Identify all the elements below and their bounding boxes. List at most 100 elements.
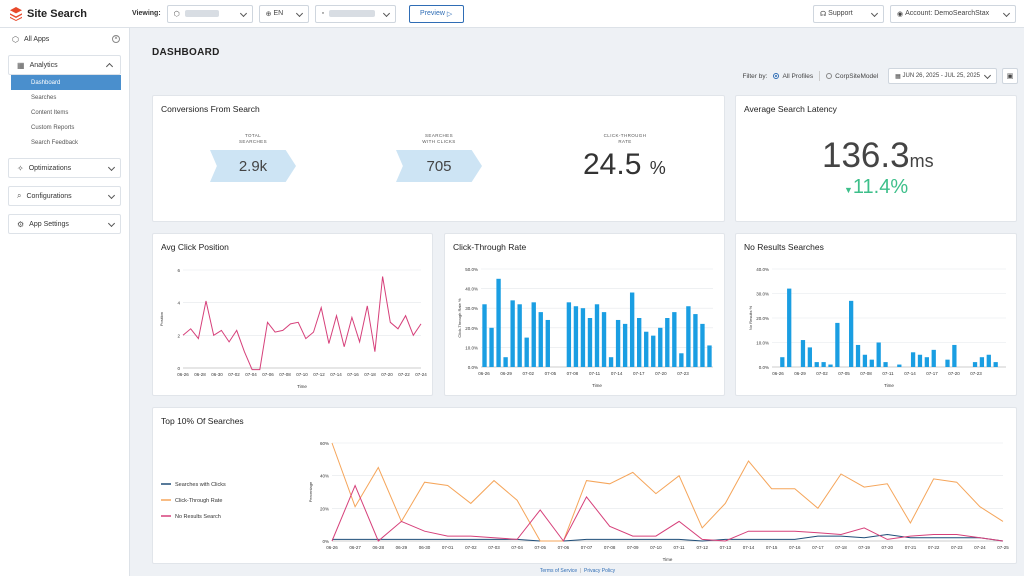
- preview-button[interactable]: Preview ▷: [408, 4, 464, 23]
- privacy-link[interactable]: Privacy Policy: [583, 568, 616, 574]
- sidebar-item-content-items[interactable]: Content Items: [31, 109, 69, 116]
- sidebar-item-search-feedback[interactable]: Search Feedback: [31, 139, 79, 146]
- card-title: Click-Through Rate: [453, 242, 527, 252]
- x-tick-label: 07-20: [948, 371, 960, 376]
- x-tick-label: 07-18: [364, 372, 376, 377]
- avg-click-position-chart: 0 2 4 6 Time Position 06-26 06-28 06-30 07-02 07-0…: [159, 268, 427, 389]
- account-select[interactable]: ◉ Account: DemoSearchStax: [890, 4, 1016, 23]
- x-tick-label: 07-11: [882, 371, 894, 376]
- language-select[interactable]: ⊕ EN: [258, 4, 309, 23]
- bar: [629, 292, 635, 367]
- all-profiles-label[interactable]: All Profiles: [782, 72, 814, 80]
- bar: [538, 312, 543, 367]
- bar: [787, 288, 792, 367]
- bar: [566, 302, 572, 367]
- x-tick-label: 07-20: [381, 372, 393, 377]
- y-tick-label: 4: [177, 301, 180, 306]
- x-tick-label: 07-08: [860, 371, 872, 376]
- x-tick-label: 07-17: [926, 371, 938, 376]
- x-tick-label: 07-11: [673, 545, 685, 550]
- corpsitemodel-radio[interactable]: [826, 73, 833, 79]
- x-tick-label: 07-25: [997, 545, 1009, 550]
- bar: [693, 314, 698, 367]
- top-bar: Site Search Viewing: ⬡ ⊕ EN ▫ Preview ▷ …: [0, 0, 1024, 28]
- user-icon: ◉: [897, 10, 904, 18]
- bar: [503, 357, 508, 367]
- y-tick-label: 20%: [320, 506, 329, 511]
- all-apps-link[interactable]: ⬡ All Apps ×: [0, 29, 129, 49]
- app-settings-menu[interactable]: ⚙ App Settings: [8, 214, 121, 234]
- save-icon: ▣: [1006, 73, 1014, 80]
- page-title: DASHBOARD: [152, 47, 220, 58]
- configurations-menu[interactable]: ⌕ Configurations: [8, 186, 121, 206]
- sidebar-item-dashboard[interactable]: Dashboard: [11, 75, 121, 90]
- date-range-picker[interactable]: ▦ JUN 26, 2025 - JUL 25, 2025: [888, 68, 997, 84]
- bar: [780, 357, 785, 367]
- bar: [517, 304, 522, 367]
- x-tick-label: 07-17: [633, 371, 645, 376]
- bar: [637, 318, 642, 367]
- x-tick-label: 07-19: [858, 545, 870, 550]
- bar: [952, 344, 957, 367]
- play-icon: ▷: [446, 10, 453, 18]
- chevron-down-icon: [295, 9, 303, 17]
- all-profiles-radio[interactable]: [773, 73, 780, 79]
- footer: Terms of Service | Privacy Policy: [131, 568, 1024, 574]
- x-tick-label: 06-29: [396, 545, 408, 550]
- close-icon[interactable]: ×: [112, 35, 120, 43]
- account-label: Account: DemoSearchStax: [905, 10, 990, 17]
- app-settings-label: App Settings: [29, 220, 69, 228]
- y-tick-label: 30.0%: [756, 292, 769, 297]
- page-select-value: [329, 10, 376, 17]
- analytics-menu[interactable]: ▦ Analytics: [8, 55, 121, 75]
- terms-link[interactable]: Terms of Service: [539, 568, 578, 574]
- bar: [510, 300, 515, 367]
- bar: [800, 340, 806, 367]
- y-tick-label: 40.0%: [465, 287, 478, 292]
- card-title: Top 10% Of Searches: [161, 416, 244, 426]
- x-tick-label: 07-08: [567, 371, 579, 376]
- ctr-label: CLICK-THROUGH RATE: [603, 133, 647, 144]
- legend-label: Searches with Clicks: [175, 482, 226, 488]
- app-select[interactable]: ⬡: [166, 4, 253, 23]
- corpsitemodel-label[interactable]: CorpSiteModel: [835, 72, 879, 80]
- ctr-card: Click-Through Rate 0.0% 10.0% 20.0% 30.0% 40…: [444, 233, 725, 396]
- no-results-chart: 0.0% 10.0% 20.0% 30.0% 40.0% Time No Results %…: [748, 267, 1006, 388]
- x-tick-label: 07-05: [545, 371, 557, 376]
- card-title: Average Search Latency: [744, 104, 837, 114]
- y-tick-label: 20.0%: [756, 316, 769, 321]
- x-tick-label: 07-24: [974, 545, 986, 550]
- page-select[interactable]: ▫: [314, 4, 396, 23]
- bar: [573, 306, 579, 367]
- x-tick-label: 07-08: [279, 372, 291, 377]
- x-tick-label: 07-22: [398, 372, 410, 377]
- brand[interactable]: Site Search: [10, 6, 126, 21]
- y-tick-label: 10.0%: [756, 341, 769, 346]
- sidebar-item-searches[interactable]: Searches: [31, 94, 57, 101]
- bar: [835, 322, 840, 367]
- support-select[interactable]: ☊ Support: [813, 4, 884, 23]
- bar: [587, 318, 593, 367]
- x-tick-label: 07-06: [558, 545, 570, 550]
- bar: [821, 362, 826, 367]
- top-searches-chart: 0% 20% 40% 60% Time Percentage 06-26 06-27 06-28…: [161, 441, 1009, 562]
- x-tick-label: 07-23: [677, 371, 689, 376]
- y-tick-label: 0%: [322, 539, 329, 544]
- sidebar: ⬡ All Apps × ▦ Analytics Dashboard Searches…: [0, 28, 130, 576]
- language-value: EN: [273, 10, 284, 17]
- sidebar-item-custom-reports[interactable]: Custom Reports: [31, 124, 75, 131]
- cube-icon: ⬡: [173, 10, 180, 18]
- bar: [993, 362, 998, 367]
- bar: [807, 347, 812, 367]
- bar: [594, 304, 600, 367]
- x-tick-label: 07-02: [816, 371, 828, 376]
- x-tick-label: 07-09: [627, 545, 639, 550]
- bar: [496, 278, 501, 367]
- arrow-down-icon: ▼: [844, 185, 853, 195]
- export-button[interactable]: ▣: [1002, 68, 1018, 84]
- x-tick-label: 07-20: [655, 371, 667, 376]
- all-apps-label: All Apps: [23, 35, 50, 43]
- bar: [707, 345, 712, 367]
- y-tick-label: 6: [177, 268, 180, 273]
- optimizations-menu[interactable]: ✧ Optimizations: [8, 158, 121, 178]
